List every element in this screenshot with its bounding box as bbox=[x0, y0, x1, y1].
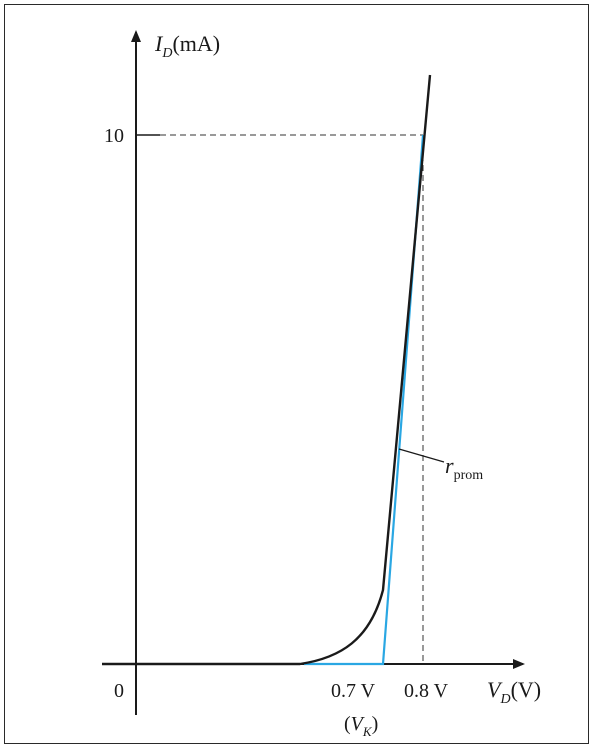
x-tick-label-0.8v: 0.8 V bbox=[404, 680, 449, 702]
x-axis-label: VD(V) bbox=[487, 677, 541, 707]
figure-frame bbox=[4, 4, 589, 744]
average-resistance-line bbox=[304, 134, 425, 666]
y-axis-label: ID(mA) bbox=[154, 31, 220, 61]
origin-label: 0 bbox=[114, 680, 124, 702]
diode-characteristic-curve bbox=[102, 74, 432, 666]
y-tick-label-10: 10 bbox=[104, 125, 124, 147]
knee-voltage-label: (VK) bbox=[344, 713, 378, 739]
r-prom-leader bbox=[398, 448, 445, 463]
r-prom-label: rprom bbox=[445, 453, 483, 483]
x-tick-label-0.7v: 0.7 V bbox=[331, 680, 376, 702]
